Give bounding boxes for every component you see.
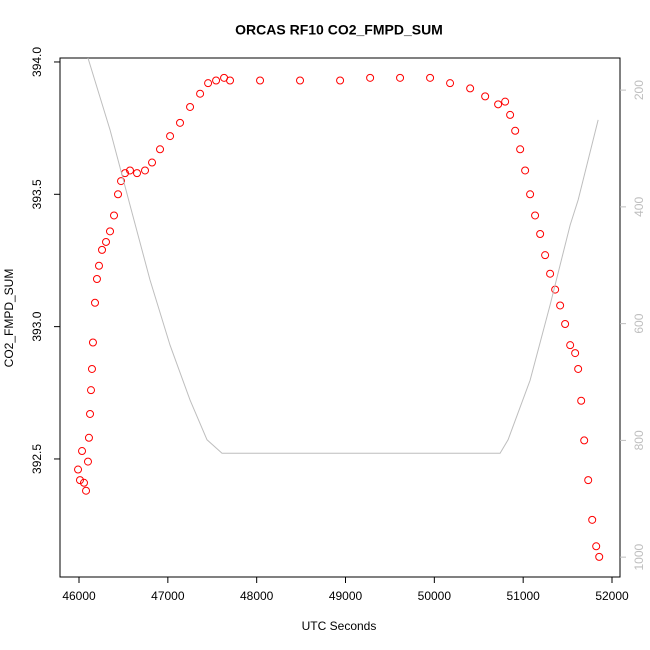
data-point [595,552,604,561]
data-point [88,338,97,347]
data-point [574,364,583,373]
data-point [396,73,405,82]
data-point [117,177,126,186]
pressure-line [87,57,599,454]
data-point [556,301,565,310]
data-point [126,166,134,175]
data-point [186,102,195,111]
data-point [521,166,530,175]
data-point [110,211,119,220]
data-point [133,169,142,178]
data-point [551,285,560,294]
data-point [494,100,503,109]
data-point [536,229,545,238]
data-point [92,274,101,283]
data-point [156,145,165,154]
y-tick-label: 394.0 [30,47,44,77]
data-point [78,447,87,456]
x-tick-label: 51000 [506,589,540,603]
data-point [176,118,185,127]
data-point [561,319,570,328]
data-point [516,145,525,154]
x-tick-label: 49000 [329,589,363,603]
data-point [526,190,535,199]
data-point [584,476,593,485]
data-point [106,227,115,236]
data-point [98,245,107,254]
plot-frame [59,57,621,578]
data-point [86,409,95,418]
y2-tick-label: 200 [632,80,646,100]
data-point [102,237,111,246]
data-point [566,341,575,350]
data-point [91,298,99,307]
y-tick-label: 393.0 [30,311,44,341]
x-tick-label: 47000 [151,589,185,603]
y2-tick-label: 400 [632,197,646,217]
x-tick-label: 46000 [62,589,96,603]
data-point [87,364,96,373]
data-point [506,110,515,119]
data-point [141,166,150,175]
data-point [148,158,157,167]
chart-title: ORCAS RF10 CO2_FMPD_SUM [235,22,443,38]
data-point [296,76,305,85]
x-axis-label: UTC Seconds [302,619,377,633]
data-point [212,76,221,85]
data-point [501,97,510,106]
data-point [481,92,490,101]
data-point [74,465,83,474]
data-point [571,349,580,358]
data-point [446,79,455,88]
data-point [226,76,235,85]
data-point [511,126,520,135]
data-point [531,211,540,220]
data-point [82,486,91,495]
y-axis-label: CO2_FMPD_SUM [2,269,16,368]
data-point [577,396,586,405]
data-point [546,269,555,278]
y2-tick-label: 800 [632,430,646,450]
y2-tick-label: 1000 [632,543,646,570]
data-point [84,433,93,442]
y-tick-label: 393.5 [30,179,44,209]
data-point [114,190,123,199]
x-tick-label: 52000 [595,589,629,603]
data-point [541,251,550,260]
data-point [366,73,375,82]
data-point [580,436,589,445]
data-point [166,132,175,141]
data-point [336,76,345,85]
data-point [87,386,96,395]
data-point [94,261,103,270]
data-point [75,476,84,485]
data-point [466,84,475,93]
x-tick-label: 48000 [240,589,274,603]
data-point [588,515,597,524]
data-point [256,76,265,85]
data-point [204,79,213,88]
data-point [592,542,601,551]
y2-tick-label: 600 [632,313,646,333]
data-point [426,73,435,82]
x-tick-label: 50000 [418,589,452,603]
data-point [83,457,92,466]
y-tick-label: 392.5 [30,444,44,474]
data-point [79,478,88,487]
data-point [196,89,205,98]
